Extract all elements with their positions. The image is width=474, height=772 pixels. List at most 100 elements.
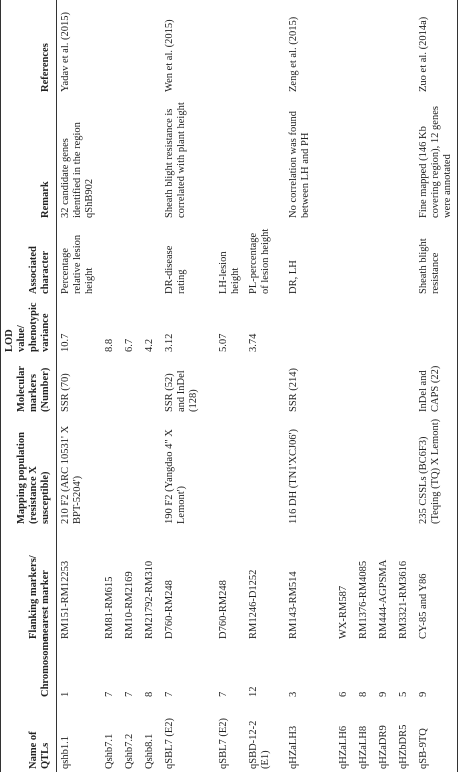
table-cell: qSBL7 (E2) [163, 717, 175, 769]
table-cell: 7 [123, 691, 135, 697]
table-cell: 8.8 [103, 338, 115, 352]
table-cell: 1 [60, 691, 72, 697]
empty-cell [355, 95, 375, 221]
table-row: Qshb7.1 7 RM81-RM615 8.8 [101, 0, 121, 772]
table-cell: D760-RM248 [163, 580, 175, 639]
table-cell: 6 [337, 691, 349, 697]
empty-cell [245, 355, 285, 415]
empty-cell [395, 297, 415, 355]
empty-cell [395, 95, 415, 221]
table-cell: RM81-RM615 [103, 576, 115, 639]
table-cell: 7 [103, 691, 115, 697]
table-cell: qHZaLH6 [337, 725, 349, 769]
empty-cell [141, 221, 161, 297]
empty-cell [335, 95, 355, 221]
table-cell: WX-RM587 [337, 585, 349, 639]
empty-cell [335, 297, 355, 355]
table-row: qSBL7 (E2) 7 D760-RM248 190 F2 (Yangdao 4" … [161, 0, 215, 772]
empty-cell [355, 297, 375, 355]
table-cell: 9 [414, 642, 458, 700]
empty-cell [245, 415, 285, 527]
table-cell: SSR (52) and InDel (128) [163, 370, 199, 412]
table-cell: RM444-AGPSMA [377, 559, 389, 639]
empty-cell [141, 415, 161, 527]
empty-cell [101, 221, 121, 297]
empty-cell [375, 355, 395, 415]
table-cell: No correlation was found between LH and … [287, 110, 311, 218]
column-header: References [0, 0, 57, 95]
table-cell: RM21792-RM310 [143, 560, 155, 639]
column-header: Mapping population (resistance X suscept… [0, 415, 57, 527]
table-cell: 7 [217, 691, 229, 697]
table-cell: Percentage relative lesion height [60, 234, 96, 294]
table-row: Qshb8.1 8 RM21792-RM310 4.2 [141, 0, 161, 772]
table-cell: RM3321-RM3616 [397, 560, 409, 639]
table-cell: 12 [247, 686, 259, 698]
table-cell: 6.7 [123, 338, 135, 352]
empty-cell [101, 95, 121, 221]
table-cell: Wen et al. (2015) [163, 19, 175, 92]
table-cell: Qshb7.1 [103, 733, 115, 769]
empty-cell [355, 355, 375, 415]
table-cell: 116 DH (TN1'XCJ06') [287, 429, 299, 524]
empty-cell [141, 355, 161, 415]
table-row: qHZaLH3 3 RM143-RM514 116 DH (TN1'XCJ06') SS… [285, 0, 335, 772]
table-cell: Qshb8.1 [143, 733, 155, 769]
table-cell: 32 candidate genes identified in the reg… [60, 122, 96, 218]
table-cell: 3 [287, 691, 299, 697]
table-cell: 9 [377, 691, 389, 697]
table-cell: RM1376-RM4085 [357, 560, 369, 639]
table-cell: PL-percentage of lesion height [247, 228, 271, 294]
empty-cell [355, 221, 375, 297]
table-cell: qHZaDR9 [377, 725, 389, 769]
table-cell: Fine mapped (146 Kb covering region), 12… [414, 95, 458, 221]
empty-cell [215, 355, 245, 415]
column-header: Chromosome [0, 637, 57, 700]
table-row: qSBD-12-2 (E1) 12 RM1246-D1252 3.74 PL-perce… [245, 0, 285, 772]
table-cell: qSB-9TQ [414, 700, 458, 772]
table-row: Qshb7.2 7 RM10-RM2169 6.7 [121, 0, 141, 772]
empty-cell [215, 0, 245, 95]
table-cell: 5 [397, 691, 409, 697]
table-cell: Sheath blight resistance [414, 221, 458, 297]
qtl-table: Name of QTLs Chromosome Flanking markers/ … [0, 0, 458, 772]
table-cell: RM151-RM12253 [60, 560, 72, 639]
table-row: qSBL7 (E2) 7 D760-RM248 5.07 LH-lesion heigh… [215, 0, 245, 772]
empty-cell [355, 0, 375, 95]
table-cell: Qshb7.2 [123, 733, 135, 769]
table-cell: 10.7 [60, 333, 72, 352]
empty-cell [335, 355, 355, 415]
table-cell: Zuo et al. (2014a) [414, 0, 458, 95]
empty-cell [335, 0, 355, 95]
table-row: qHZaDR9 9 RM444-AGPSMA [375, 0, 395, 772]
empty-cell [355, 415, 375, 527]
table-row: qSB-9TQ 9 CY-85 and Y86 235 CSSLs (BC6F3) (… [414, 0, 458, 772]
empty-cell [395, 0, 415, 95]
empty-cell [141, 95, 161, 221]
column-header: Flanking markers/ nearest marker [0, 527, 57, 642]
table-cell: 8 [357, 691, 369, 697]
empty-cell [395, 221, 415, 297]
table-cell: RM143-RM514 [287, 571, 299, 639]
empty-cell [121, 95, 141, 221]
empty-cell [375, 221, 395, 297]
table-row: qHZaLH8 8 RM1376-RM4085 [355, 0, 375, 772]
table-cell: 190 F2 (Yangdao 4" X Lemont') [163, 429, 187, 524]
table-cell: Sheath blight resistance is correlated w… [163, 102, 187, 218]
table-cell: 8 [143, 691, 155, 697]
empty-cell [285, 297, 335, 355]
table-cell: DR-disease rating [163, 245, 187, 294]
table-cell: LH-lesion height [217, 251, 241, 294]
table-cell: DR, LH [287, 260, 299, 294]
empty-cell [395, 415, 415, 527]
table-cell: CY-85 and Y86 [414, 527, 458, 642]
empty-cell [375, 415, 395, 527]
column-header: Associated character [0, 221, 57, 297]
table-cell: 3.74 [247, 333, 259, 352]
table-cell: 210 F2 (ARC 10531' X BPT-5204') [60, 425, 84, 524]
empty-cell [101, 415, 121, 527]
empty-cell [375, 297, 395, 355]
table-cell: 235 CSSLs (BC6F3) (Teqing (TQ) X Lemont) [414, 415, 458, 527]
table-cell: RM10-RM2169 [123, 571, 135, 639]
table-cell: 3.12 [163, 333, 175, 352]
